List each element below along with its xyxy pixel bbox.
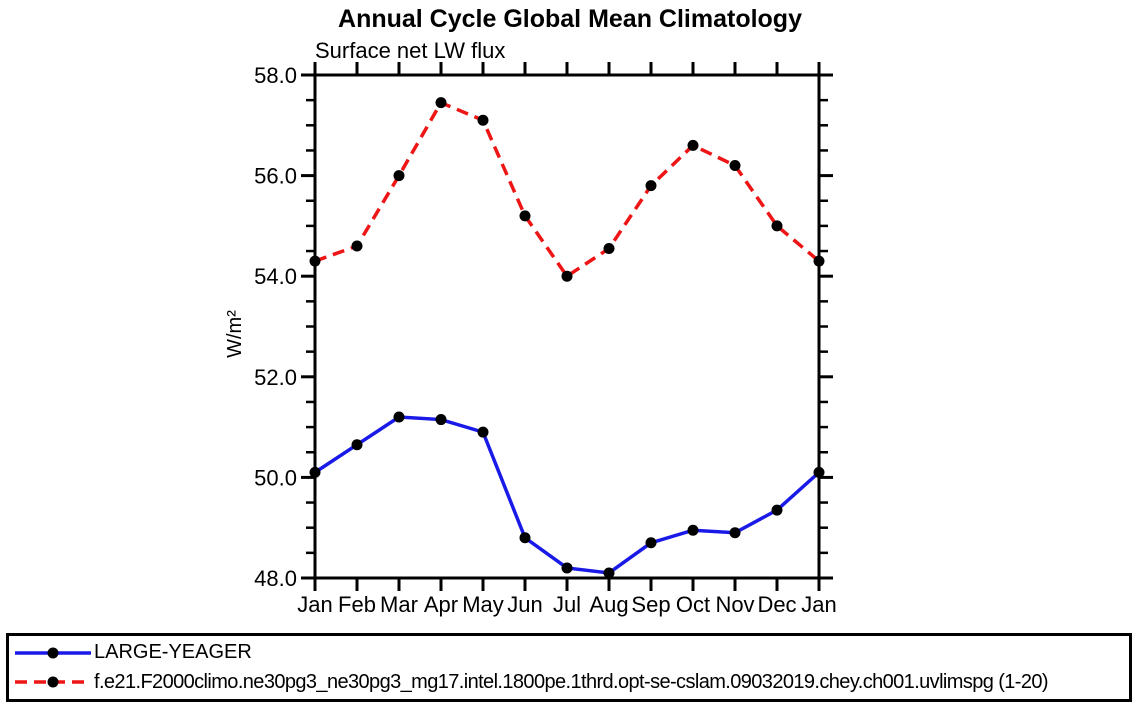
data-point — [351, 240, 363, 252]
y-tick-label: 58.0 — [254, 63, 297, 88]
legend-entry-large-yeager: LARGE-YEAGER — [12, 640, 1129, 666]
x-tick-label: Nov — [715, 592, 754, 617]
y-tick-label: 52.0 — [254, 365, 297, 390]
y-tick-label: 50.0 — [254, 465, 297, 490]
x-tick-labels: Jan Feb Mar Apr May Jun Jul Aug Sep Oct Nov Dec Jan — [297, 592, 836, 617]
data-point — [729, 160, 741, 172]
x-tick-label: Jan — [801, 592, 836, 617]
data-point — [519, 532, 531, 544]
data-point — [771, 220, 783, 232]
y-tick-label: 56.0 — [254, 164, 297, 189]
series-line-1 — [314, 100, 821, 279]
x-tick-label: Jul — [553, 592, 581, 617]
data-point — [603, 567, 615, 579]
series-line-0 — [314, 415, 821, 575]
y-major-ticks — [301, 73, 833, 580]
data-point — [771, 504, 783, 516]
chart-title: Annual Cycle Global Mean Climatology — [338, 5, 802, 33]
chart-subtitle: Surface net LW flux — [315, 38, 506, 63]
x-tick-label: Apr — [424, 592, 458, 617]
x-tick-label: Jun — [507, 592, 542, 617]
y-tick-labels: 48.0 50.0 52.0 54.0 56.0 58.0 — [254, 63, 297, 591]
x-tick-label: Sep — [631, 592, 670, 617]
series-markers-1 — [309, 97, 825, 282]
data-point — [393, 170, 405, 182]
data-point — [393, 411, 405, 423]
x-ticks — [313, 62, 821, 591]
x-tick-label: Dec — [757, 592, 796, 617]
x-tick-label: Jan — [297, 592, 332, 617]
data-point — [477, 114, 489, 126]
data-point — [477, 426, 489, 438]
legend-dashed-line-sample — [15, 676, 91, 688]
x-tick-label: Oct — [676, 592, 710, 617]
x-tick-label: Feb — [338, 592, 376, 617]
legend-solid-line-sample — [15, 647, 91, 659]
data-point — [645, 180, 657, 192]
axes-frame — [313, 73, 821, 580]
legend: LARGE-YEAGER f.e21.F2000climo.ne30pg3_ne… — [6, 633, 1132, 702]
series-markers-0 — [309, 411, 825, 579]
data-point — [687, 524, 699, 536]
data-point — [561, 270, 573, 282]
x-tick-label: Mar — [380, 592, 418, 617]
data-point — [561, 562, 573, 574]
y-tick-label: 48.0 — [254, 566, 297, 591]
y-minor-ticks — [306, 98, 828, 555]
data-point — [645, 537, 657, 549]
data-point — [813, 255, 825, 267]
y-tick-label: 54.0 — [254, 264, 297, 289]
legend-entry-model-run: f.e21.F2000climo.ne30pg3_ne30pg3_mg17.in… — [12, 669, 1129, 695]
data-point — [813, 466, 825, 478]
x-tick-label: May — [462, 592, 504, 617]
data-point — [519, 210, 531, 222]
data-point — [309, 466, 321, 478]
data-point — [435, 414, 447, 426]
legend-label: LARGE-YEAGER — [94, 641, 252, 664]
data-point — [729, 527, 741, 539]
data-point — [687, 139, 699, 151]
data-point — [309, 255, 321, 267]
data-point — [351, 439, 363, 451]
data-point — [435, 97, 447, 109]
data-point — [603, 243, 615, 255]
legend-label: f.e21.F2000climo.ne30pg3_ne30pg3_mg17.in… — [94, 670, 1049, 693]
x-tick-label: Aug — [589, 592, 628, 617]
